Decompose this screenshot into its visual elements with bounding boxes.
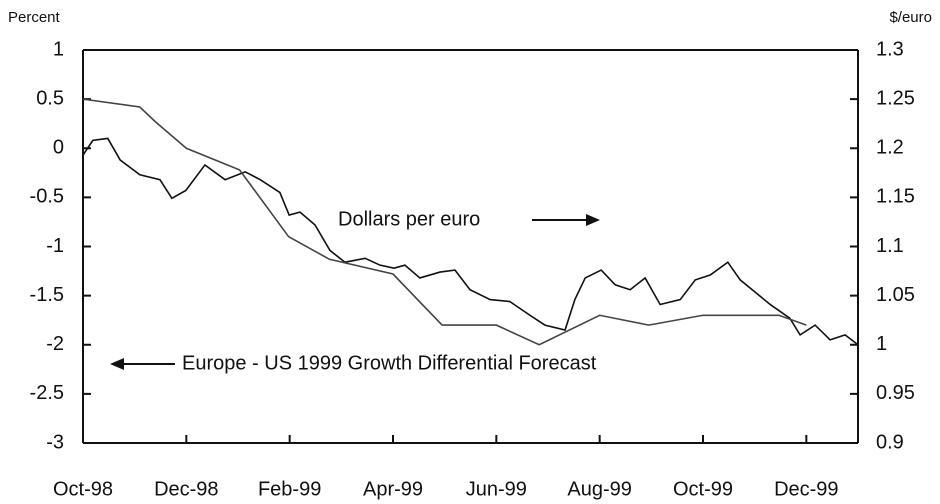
y-tick-label: -2.5 xyxy=(30,382,64,404)
y-tick-label: -3 xyxy=(46,431,64,453)
y-tick-label: -2 xyxy=(46,333,64,355)
arrow-head xyxy=(586,214,600,226)
y2-tick-label: 1.05 xyxy=(876,284,915,306)
y-tick-label: -0.5 xyxy=(30,186,64,208)
x-tick-label: Feb-99 xyxy=(258,478,321,500)
series-line xyxy=(82,137,859,346)
x-tick-label: Jun-99 xyxy=(466,478,527,500)
y-tick-label: -1 xyxy=(46,235,64,257)
y2-tick-label: 0.9 xyxy=(876,431,904,453)
x-tick-label: Aug-99 xyxy=(567,478,632,500)
y2-tick-label: 1.25 xyxy=(876,87,915,109)
x-tick-label: Oct-99 xyxy=(673,478,733,500)
y2-axis-title: $/euro xyxy=(889,9,932,26)
arrow-head xyxy=(110,358,124,370)
x-tick-label: Dec-99 xyxy=(774,478,838,500)
y2-tick-label: 1.3 xyxy=(876,38,904,60)
y-tick-label: 1 xyxy=(53,38,64,60)
y-axis-title: Percent xyxy=(8,9,61,26)
y2-tick-label: 1 xyxy=(876,333,887,355)
x-tick-label: Oct-98 xyxy=(53,478,113,500)
y-tick-label: -1.5 xyxy=(30,284,64,306)
y-tick-label: 0 xyxy=(53,137,64,159)
y2-tick-label: 1.15 xyxy=(876,186,915,208)
y2-tick-label: 0.95 xyxy=(876,382,915,404)
annotation: Europe - US 1999 Growth Differential For… xyxy=(182,352,597,374)
y2-tick-label: 1.1 xyxy=(876,235,904,257)
y2-tick-label: 1.2 xyxy=(876,137,904,159)
x-tick-label: Apr-99 xyxy=(363,478,423,500)
series-line xyxy=(82,98,807,346)
y-tick-label: 0.5 xyxy=(36,87,64,109)
annotation: Dollars per euro xyxy=(338,208,480,230)
x-tick-label: Dec-98 xyxy=(154,478,218,500)
